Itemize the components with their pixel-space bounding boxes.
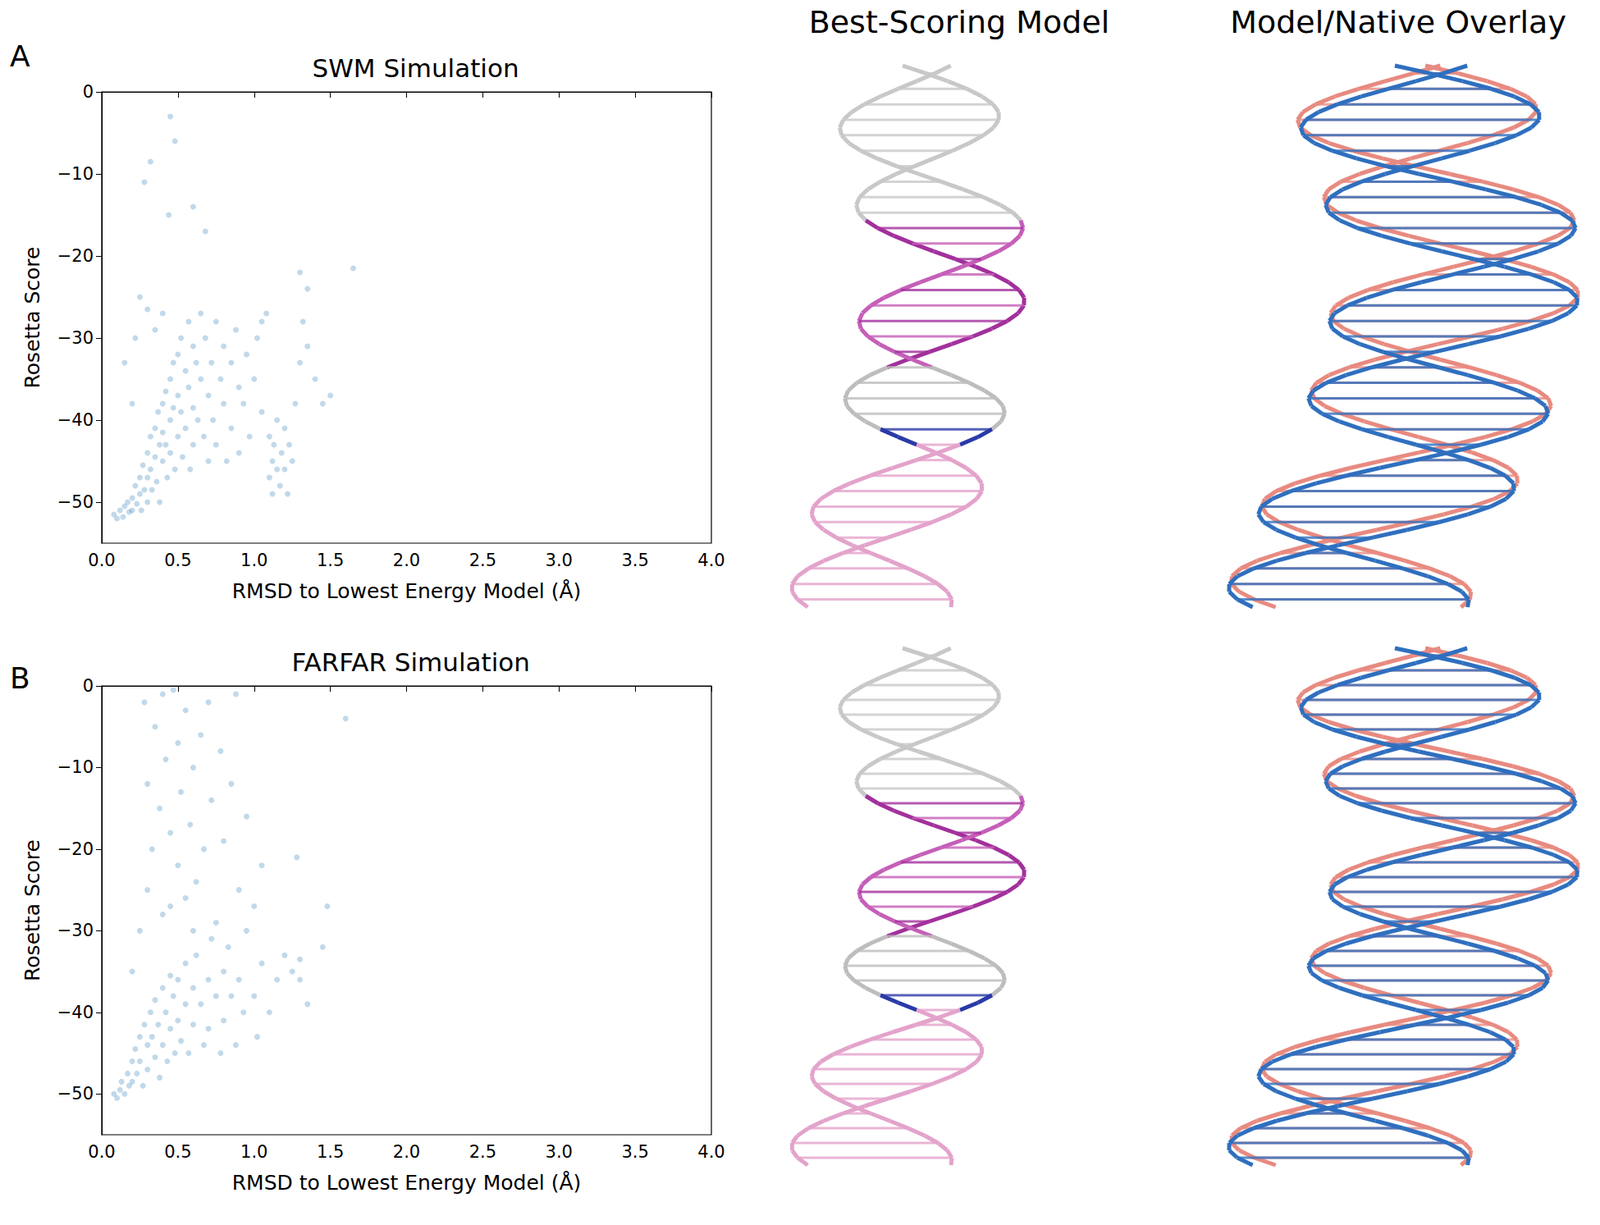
svg-text:SWM Simulation: SWM Simulation <box>312 53 520 83</box>
svg-text:FARFAR Simulation: FARFAR Simulation <box>292 647 531 677</box>
svg-text:3.5: 3.5 <box>621 1142 649 1162</box>
svg-text:0: 0 <box>82 82 94 102</box>
svg-text:2.5: 2.5 <box>469 1142 497 1162</box>
svg-text:−10: −10 <box>57 164 94 184</box>
svg-text:0: 0 <box>82 676 94 696</box>
svg-text:A: A <box>9 39 31 74</box>
svg-text:0.0: 0.0 <box>87 550 115 571</box>
svg-text:0.5: 0.5 <box>164 550 192 571</box>
svg-text:3.5: 3.5 <box>621 550 649 571</box>
svg-text:Rosetta Score: Rosetta Score <box>20 246 45 389</box>
svg-text:4.0: 4.0 <box>697 550 725 571</box>
svg-text:1.0: 1.0 <box>240 1142 268 1162</box>
svg-text:Rosetta Score: Rosetta Score <box>20 839 45 982</box>
svg-text:−10: −10 <box>57 757 94 778</box>
svg-text:1.0: 1.0 <box>240 550 268 571</box>
svg-text:B: B <box>9 661 31 695</box>
svg-text:RMSD to Lowest Energy Model (Å: RMSD to Lowest Energy Model (Å) <box>232 1170 582 1195</box>
svg-text:0.5: 0.5 <box>164 1142 192 1162</box>
svg-text:4.0: 4.0 <box>697 1142 725 1162</box>
svg-text:2.5: 2.5 <box>469 550 497 571</box>
svg-text:1.5: 1.5 <box>316 550 344 571</box>
svg-text:−50: −50 <box>57 1083 94 1104</box>
svg-text:0.0: 0.0 <box>87 1142 115 1162</box>
svg-text:−20: −20 <box>57 246 94 266</box>
svg-text:2.0: 2.0 <box>393 550 421 571</box>
svg-text:2.0: 2.0 <box>393 1142 421 1162</box>
svg-text:1.5: 1.5 <box>316 1142 344 1162</box>
svg-text:−50: −50 <box>57 492 94 512</box>
svg-text:−40: −40 <box>57 1002 94 1023</box>
svg-text:−30: −30 <box>57 328 94 348</box>
svg-text:Model/Native Overlay: Model/Native Overlay <box>1229 4 1567 41</box>
svg-text:−20: −20 <box>57 839 94 860</box>
svg-text:Best-Scoring Model: Best-Scoring Model <box>809 4 1111 41</box>
svg-text:−40: −40 <box>57 410 94 430</box>
svg-text:−30: −30 <box>57 920 94 941</box>
svg-text:3.0: 3.0 <box>545 1142 573 1162</box>
svg-text:3.0: 3.0 <box>545 550 573 571</box>
svg-text:RMSD to Lowest Energy Model (Å: RMSD to Lowest Energy Model (Å) <box>232 579 582 604</box>
